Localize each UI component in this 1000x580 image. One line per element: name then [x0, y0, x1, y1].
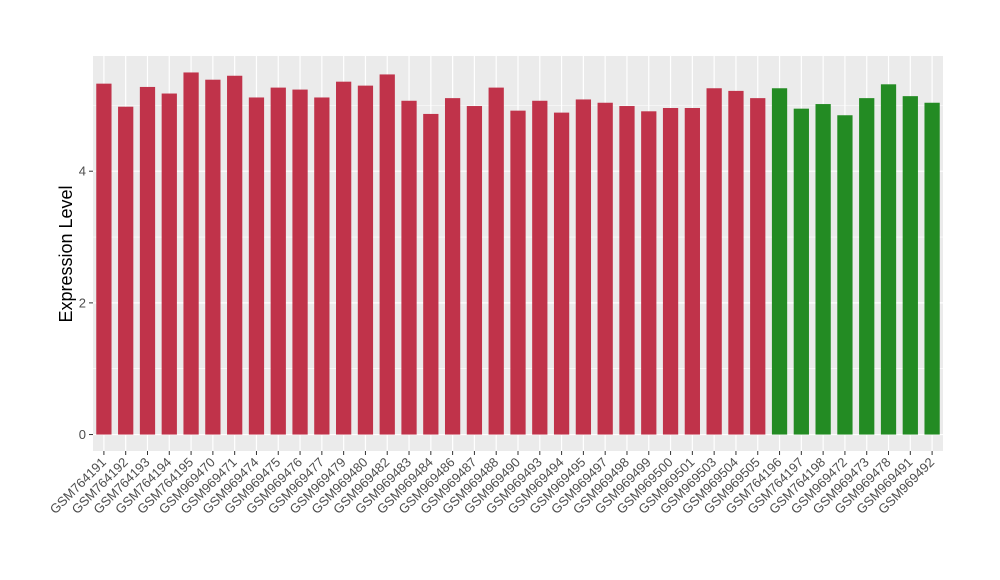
y-tick-label: 4	[79, 164, 86, 179]
bar-GSM969490	[510, 110, 526, 435]
y-axis: 0 2 4	[79, 164, 93, 442]
bar-GSM764194	[161, 93, 177, 435]
bar-GSM969488	[488, 87, 504, 435]
bar-GSM764197	[793, 108, 809, 435]
bar-GSM969494	[553, 112, 570, 435]
bar-GSM969486	[444, 98, 461, 435]
bar-GSM969493	[532, 100, 548, 435]
bar-GSM969476	[292, 89, 308, 435]
x-axis: GSM764191GSM764192GSM764193GSM764194GSM7…	[47, 451, 937, 517]
bar-GSM969483	[401, 100, 417, 435]
bar-GSM969471	[227, 75, 243, 435]
bar-GSM969492	[924, 102, 940, 435]
bar-GSM969487	[466, 106, 483, 435]
bar-GSM969495	[575, 99, 592, 435]
bar-GSM969482	[379, 74, 395, 435]
bar-GSM969477	[314, 97, 330, 435]
y-axis-title: Expression Level	[56, 185, 76, 322]
bar-GSM764191	[96, 83, 112, 435]
bar-GSM969478	[880, 84, 897, 435]
bar-GSM969491	[902, 96, 918, 435]
bar-GSM969484	[423, 113, 439, 435]
bar-GSM969499	[641, 111, 657, 435]
bar-GSM969498	[619, 106, 635, 435]
bar-GSM969500	[662, 108, 679, 435]
bar-GSM969497	[597, 102, 613, 435]
bar-GSM764196	[771, 88, 788, 435]
bars	[96, 72, 940, 435]
bar-GSM969475	[270, 87, 286, 435]
bar-GSM764198	[815, 104, 831, 435]
bar-GSM764193	[139, 86, 156, 435]
bar-GSM764195	[183, 72, 199, 435]
bar-GSM969472	[837, 115, 853, 435]
bar-GSM969470	[205, 79, 221, 435]
bar-GSM969479	[336, 81, 352, 435]
y-tick-label: 2	[79, 295, 86, 310]
bar-GSM764192	[118, 106, 134, 435]
bar-GSM969503	[706, 88, 722, 435]
bar-GSM969501	[684, 108, 700, 435]
bar-GSM969473	[859, 98, 875, 435]
bar-GSM969474	[248, 97, 265, 435]
bar-GSM969504	[728, 90, 744, 435]
bar-GSM969505	[750, 98, 766, 435]
bar-GSM969480	[357, 85, 374, 435]
y-tick-label: 0	[79, 427, 86, 442]
